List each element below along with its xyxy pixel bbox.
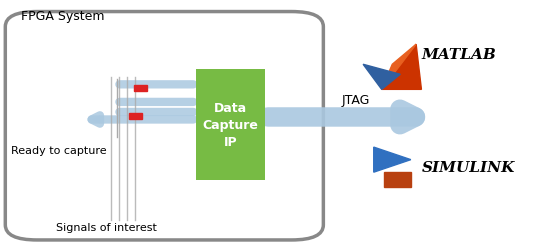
Text: FPGA System: FPGA System [21, 10, 105, 22]
Text: Ready to capture: Ready to capture [11, 145, 106, 155]
Polygon shape [374, 148, 411, 172]
Polygon shape [363, 65, 400, 90]
Text: MATLAB: MATLAB [421, 48, 496, 62]
FancyBboxPatch shape [5, 12, 323, 240]
Text: JTAG: JTAG [342, 93, 370, 106]
FancyBboxPatch shape [196, 70, 265, 180]
Polygon shape [381, 45, 421, 90]
Text: Data
Capture
IP: Data Capture IP [203, 102, 259, 148]
Polygon shape [381, 45, 416, 90]
Text: Signals of interest: Signals of interest [55, 222, 157, 232]
Bar [129, 113, 142, 119]
Bar [134, 86, 147, 92]
Bar [384, 172, 411, 188]
Text: SIMULINK: SIMULINK [421, 160, 515, 174]
